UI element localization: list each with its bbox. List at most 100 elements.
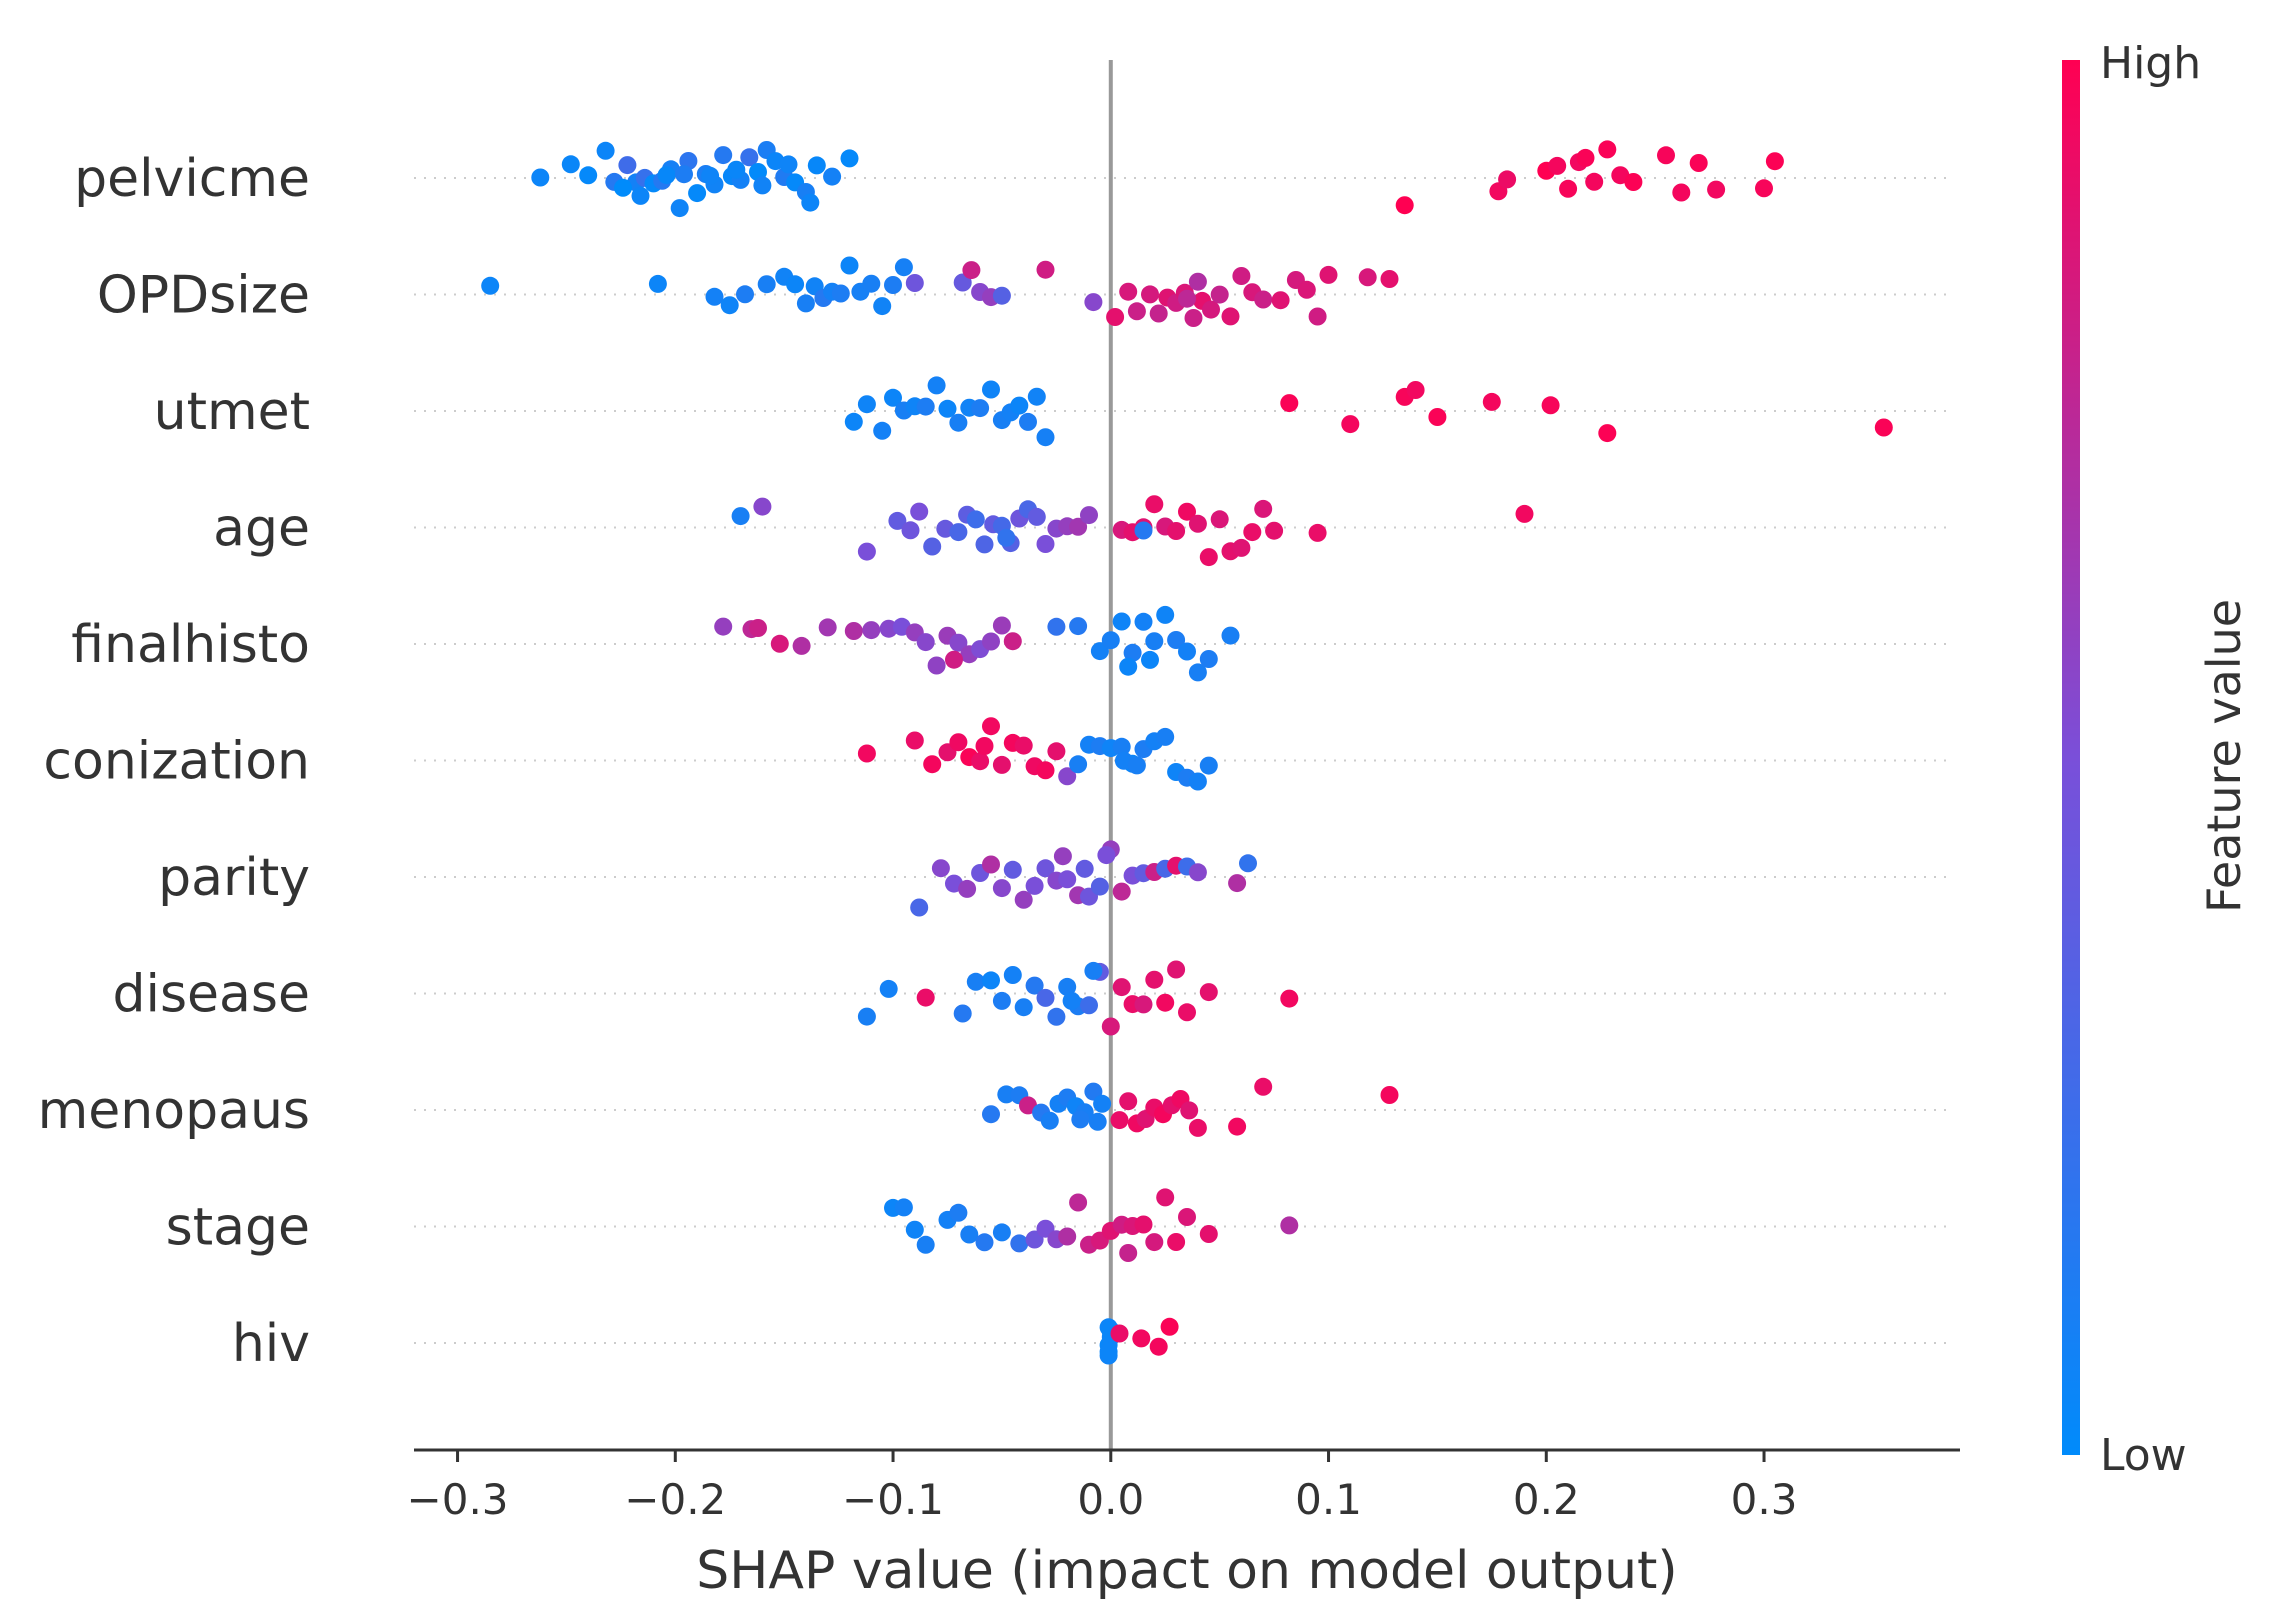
shap-point-OPDsize (1254, 290, 1273, 309)
shap-point-utmet (938, 399, 957, 418)
shap-point-disease (1134, 995, 1153, 1014)
points-layer (481, 140, 1893, 1365)
shap-point-OPDsize (1221, 307, 1240, 326)
shap-point-OPDsize (786, 275, 805, 294)
shap-point-OPDsize (992, 286, 1011, 305)
shap-point-age (1178, 502, 1196, 521)
shap-point-conization (982, 717, 1000, 736)
shap-point-OPDsize (894, 258, 913, 277)
shap-point-conization (1069, 755, 1088, 774)
shap-point-age (975, 535, 994, 554)
shap-point-stage (905, 1220, 924, 1239)
shap-point-OPDsize (873, 297, 892, 316)
shap-point-disease (1047, 1007, 1066, 1026)
shap-point-finalhisto (844, 622, 863, 640)
shap-point-parity (958, 879, 977, 898)
shap-point-conization (1112, 737, 1131, 756)
shap-point-OPDsize (720, 296, 739, 315)
shap-point-pelvicme (727, 160, 746, 179)
shap-point-pelvicme (688, 184, 707, 203)
shap-point-age (857, 542, 876, 561)
shap-point-age (731, 507, 750, 526)
shap-point-OPDsize (1141, 285, 1159, 304)
shap-point-stage (1156, 1188, 1175, 1207)
shap-point-pelvicme (531, 168, 550, 187)
shap-point-utmet (1010, 396, 1029, 415)
shap-point-pelvicme (701, 166, 720, 185)
shap-point-finalhisto (1221, 626, 1240, 645)
shap-point-OPDsize (1271, 291, 1290, 310)
shap-point-parity (1112, 882, 1131, 901)
shap-point-age (1265, 521, 1284, 540)
feature-label-parity: parity (158, 848, 310, 908)
shap-point-finalhisto (927, 656, 946, 675)
shap-point-finalhisto (1156, 605, 1175, 624)
shap-point-disease (966, 972, 985, 991)
shap-point-utmet (971, 399, 990, 418)
shap-point-utmet (1598, 424, 1617, 443)
shap-point-stage (1058, 1227, 1077, 1246)
shap-point-disease (1101, 1017, 1120, 1036)
shap-point-utmet (1036, 428, 1055, 447)
shap-point-hiv (1110, 1324, 1129, 1343)
shap-point-parity (1036, 859, 1055, 878)
shap-point-menopaus (997, 1085, 1016, 1104)
shap-point-parity (1014, 890, 1033, 909)
shap-point-stage (960, 1225, 979, 1244)
shap-point-parity (1075, 859, 1094, 878)
shap-point-utmet (916, 397, 935, 416)
shap-point-pelvicme (670, 199, 689, 218)
feature-label-utmet: utmet (154, 382, 310, 442)
shap-point-disease (879, 979, 898, 998)
shap-point-age (1027, 507, 1046, 526)
shap-point-finalhisto (992, 616, 1011, 635)
x-ticks: −0.3 −0.2 −0.1 0.0 0.1 0.2 0.3 (407, 1450, 1798, 1524)
shap-point-OPDsize (1178, 289, 1196, 308)
shap-point-parity (1239, 854, 1257, 873)
shap-point-disease (1167, 960, 1186, 979)
shap-point-finalhisto (749, 619, 767, 637)
shap-point-utmet (1027, 387, 1046, 406)
shap-point-menopaus (1119, 1092, 1138, 1111)
shap-point-pelvicme (596, 141, 615, 160)
shap-point-OPDsize (796, 294, 815, 313)
shap-point-disease (1112, 978, 1131, 997)
shap-point-utmet (873, 421, 892, 440)
shap-point-OPDsize (1084, 293, 1103, 312)
shap-point-finalhisto (1003, 632, 1022, 651)
shap-point-disease (1058, 977, 1077, 996)
shap-point-conization (857, 744, 876, 763)
colorbar-high-label: High (2100, 38, 2201, 89)
shap-point-pelvicme (657, 166, 676, 185)
shap-point-pelvicme (714, 146, 733, 165)
shap-point-pelvicme (579, 166, 598, 185)
shap-point-OPDsize (1149, 304, 1168, 323)
feature-label-disease: disease (113, 965, 311, 1025)
x-tick-label: 0.3 (1731, 1475, 1798, 1524)
shap-point-menopaus (1380, 1086, 1399, 1104)
shap-point-parity (1053, 847, 1072, 866)
shap-point-finalhisto (1199, 650, 1218, 668)
shap-point-finalhisto (949, 633, 968, 652)
shap-point-parity (1097, 846, 1116, 865)
shap-point-utmet (857, 395, 876, 414)
x-tick-label: 0.0 (1077, 1475, 1144, 1524)
shap-point-age (1188, 514, 1207, 533)
shap-point-stage (992, 1223, 1011, 1242)
shap-point-finalhisto (1123, 643, 1142, 662)
feature-label-finalhisto: finalhisto (71, 615, 310, 675)
shap-point-menopaus (1093, 1094, 1112, 1113)
shap-point-finalhisto (1090, 642, 1109, 661)
shap-point-pelvicme (801, 193, 820, 212)
shap-point-finalhisto (714, 617, 733, 636)
shap-point-stage (949, 1203, 968, 1222)
shap-point-age (1199, 548, 1218, 567)
shap-point-stage (1145, 1233, 1164, 1252)
shap-point-age (1036, 535, 1055, 553)
shap-point-disease (1156, 993, 1175, 1012)
shap-point-conization (1014, 736, 1033, 755)
shap-point-parity (931, 859, 950, 878)
shap-point-pelvicme (614, 178, 632, 197)
